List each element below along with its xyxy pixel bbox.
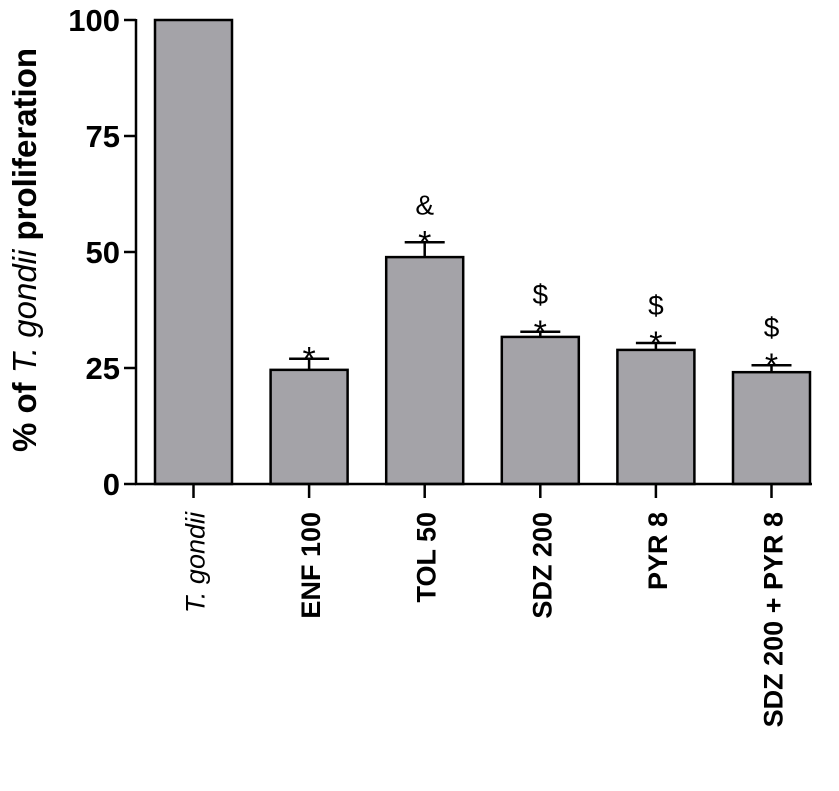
bar-group: *$ [731, 312, 812, 486]
y-tick-label: 100 [68, 3, 120, 38]
x-tick-label: SDZ 200 + PYR 8 [759, 512, 789, 727]
bar-group [153, 18, 234, 486]
significance-marker: * [534, 314, 547, 352]
x-tick-label: SDZ 200 [527, 512, 557, 619]
x-tick-label: TOL 50 [412, 512, 442, 603]
bar [153, 18, 234, 486]
bar-group: *$ [500, 279, 581, 486]
significance-marker: * [765, 347, 778, 385]
y-tick-label: 25 [86, 351, 120, 386]
y-tick-label: 50 [86, 235, 120, 270]
bar-group: * [269, 341, 349, 486]
x-tick-label: PYR 8 [643, 512, 673, 590]
y-tick-label: 75 [86, 119, 120, 154]
bar [269, 368, 349, 486]
bar-group: *$ [616, 290, 696, 486]
significance-marker: $ [533, 279, 549, 310]
x-axis: T. gondii ENF 100 TOL 50 SDZ 200 PYR 8 SDZ 20… [135, 482, 812, 727]
bar [731, 370, 812, 486]
significance-marker: * [418, 224, 431, 262]
significance-marker: * [649, 325, 662, 363]
bar-group: *& [384, 189, 465, 486]
significance-marker: $ [764, 312, 780, 343]
bar [616, 348, 696, 486]
bar [500, 335, 581, 486]
x-tick-label: ENF 100 [296, 512, 326, 619]
significance-marker: & [415, 189, 434, 220]
significance-marker: $ [648, 290, 664, 321]
x-tick-label: T. gondii [181, 511, 211, 613]
y-tick-label: 0 [103, 467, 120, 502]
bar [384, 255, 465, 486]
bars: **&*$*$*$ [153, 18, 812, 486]
significance-marker: * [302, 341, 315, 379]
y-axis: 0 25 50 75 100 [68, 3, 138, 502]
